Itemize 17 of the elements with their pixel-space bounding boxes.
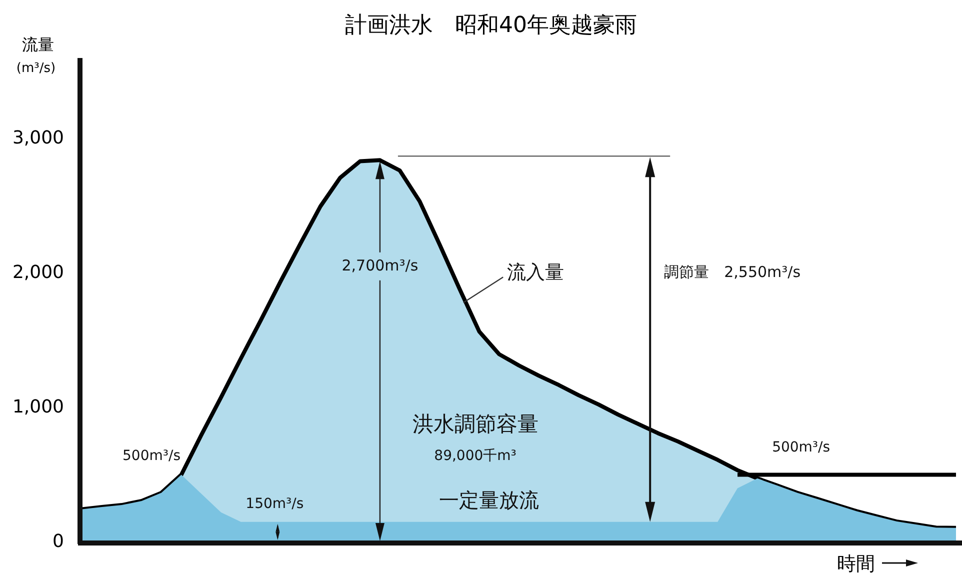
annotation: 500m³/s: [122, 448, 181, 464]
annotation: 洪水調節容量: [412, 412, 538, 436]
annotation: 一定量放流: [439, 488, 540, 512]
y-axis-title: 流量: [22, 35, 54, 54]
annotation: 流入量: [507, 261, 564, 284]
x-axis-title: 時間: [837, 553, 875, 575]
annotation: 調節量 2,550m³/s: [664, 263, 801, 282]
y-tick-label: 1,000: [12, 396, 64, 418]
annotation: 500m³/s: [772, 440, 830, 456]
y-tick-label: 2,000: [12, 262, 64, 284]
annotation: 150m³/s: [246, 496, 304, 512]
annotation: 2,700m³/s: [342, 256, 418, 274]
y2-axis-title: (m³/s): [16, 61, 56, 76]
y-tick-label: 3,000: [12, 128, 64, 149]
y-tick-label: 0: [52, 530, 64, 552]
annotation: 89,000千m³: [434, 448, 516, 464]
chart-title: 計画洪水 昭和40年奥越豪雨: [345, 13, 637, 38]
